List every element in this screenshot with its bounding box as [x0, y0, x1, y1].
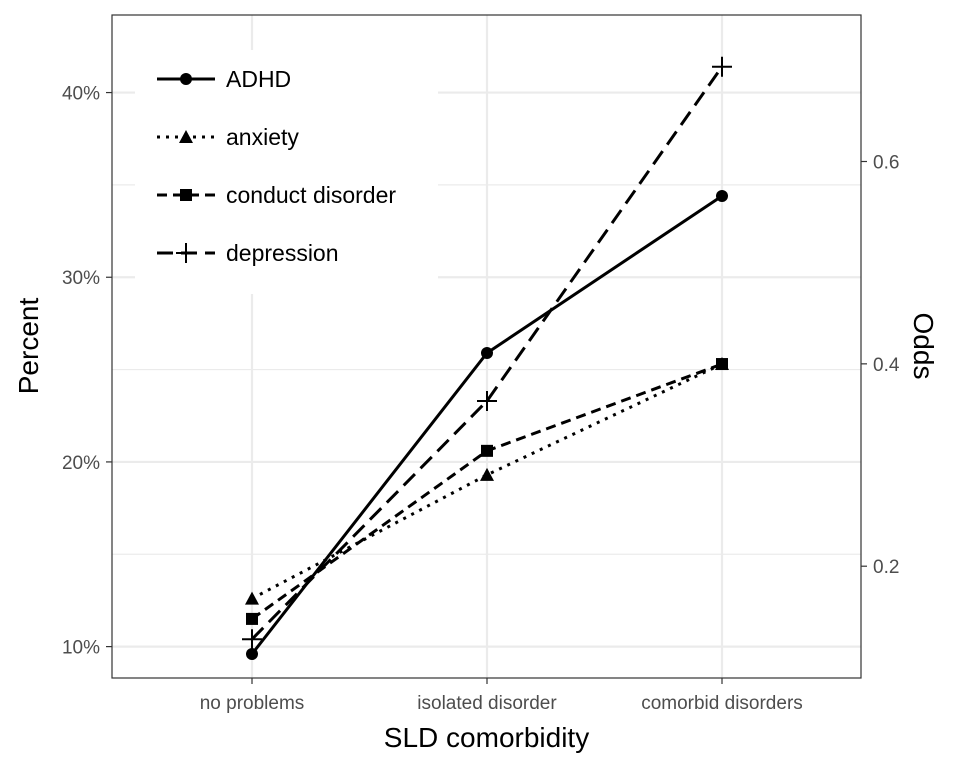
legend-label: ADHD: [226, 66, 291, 92]
data-point: [716, 189, 728, 202]
legend-key-marker: [176, 243, 196, 263]
legend-label: depression: [226, 240, 339, 266]
y-axis-title: Percent: [13, 298, 44, 395]
data-point: [246, 647, 258, 660]
y-tick-label: 10%: [62, 638, 100, 659]
legend-key-marker: [180, 189, 192, 201]
data-point: [246, 612, 258, 625]
series-line: [250, 65, 724, 641]
x-tick-label: no problems: [200, 693, 305, 714]
legend-label: anxiety: [226, 124, 299, 150]
y-tick-label: 30%: [62, 268, 100, 289]
data-point: [481, 346, 493, 359]
y2-tick-label: 0.2: [873, 557, 899, 578]
data-point: [712, 56, 732, 77]
data-point: [481, 444, 493, 457]
y2-tick-label: 0.4: [873, 355, 900, 376]
legend-label: conduct disorder: [226, 182, 396, 208]
x-axis-title: SLD comorbidity: [384, 722, 589, 753]
y-tick-label: 40%: [62, 84, 100, 105]
series-lines: [242, 56, 732, 660]
y2-tick-label: 0.6: [873, 153, 899, 174]
x-tick-label: isolated disorder: [417, 693, 557, 714]
axes: 10% 20% 30% 40% no problems isolated disorder…: [62, 84, 900, 714]
legend: ADHD anxiety conduct disorder depression: [135, 50, 438, 294]
y-tick-label: 20%: [62, 453, 100, 474]
data-point: [716, 358, 728, 371]
data-point: [242, 629, 262, 650]
data-point: [245, 591, 259, 605]
y2-axis-title: Odds: [908, 313, 939, 380]
data-point: [480, 467, 494, 481]
legend-key-marker: [180, 73, 192, 85]
x-tick-label: comorbid disorders: [641, 693, 803, 714]
legend-key-marker: [179, 130, 193, 143]
data-point: [477, 390, 497, 411]
